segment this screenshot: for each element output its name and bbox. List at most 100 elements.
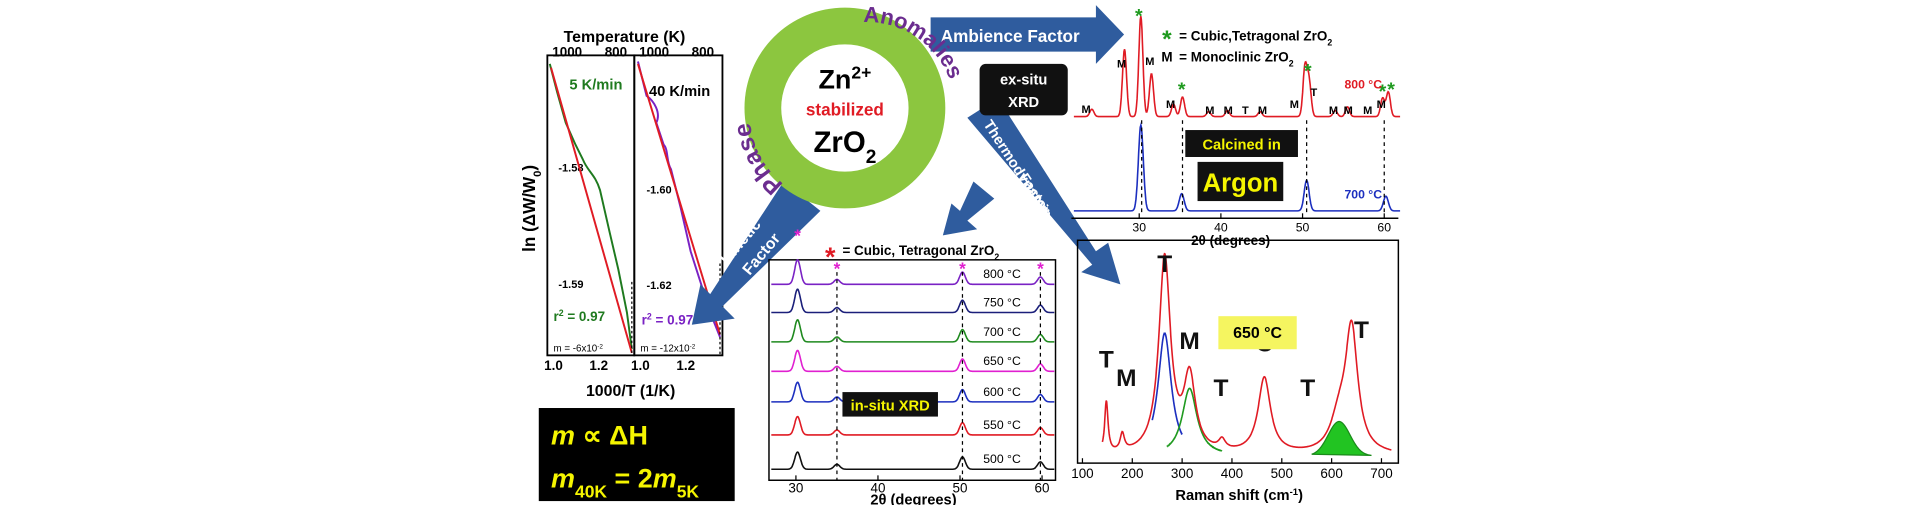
spectrum xyxy=(771,451,1055,471)
text-part: = 0.97 xyxy=(564,309,606,324)
label: 800 xyxy=(605,45,627,60)
relation-box xyxy=(538,408,735,502)
label: XRD xyxy=(1008,95,1039,111)
label: T xyxy=(1300,375,1315,402)
text-part: ) xyxy=(1298,488,1303,504)
label: 1.0 xyxy=(631,358,650,373)
label: -1.58 xyxy=(558,163,583,175)
label: 550 °C xyxy=(983,418,1021,432)
text-part: r xyxy=(553,309,559,324)
label: M xyxy=(1161,49,1172,64)
label: M xyxy=(1082,104,1091,116)
label: stabilized xyxy=(806,99,884,119)
text-part: r xyxy=(642,313,648,328)
label: ZrO2 xyxy=(813,126,876,167)
label: * xyxy=(1178,79,1186,101)
label: 50 xyxy=(953,481,968,496)
label: r2 = 0.97 xyxy=(642,312,694,328)
label: M xyxy=(1205,105,1214,117)
label: -1.59 xyxy=(558,279,583,291)
label: 400 xyxy=(1221,466,1243,481)
label: 800 °C xyxy=(1344,77,1382,91)
label: = Monoclinic ZrO2 xyxy=(1179,49,1294,68)
label: M xyxy=(1377,99,1386,111)
label: 800 xyxy=(692,45,714,60)
label: M xyxy=(1344,105,1353,117)
label: 600 xyxy=(1320,466,1342,481)
label: -1.60 xyxy=(647,185,672,197)
plot-frame xyxy=(1076,239,1400,464)
label: Zn2+ xyxy=(818,62,871,94)
text-part: 2 xyxy=(994,252,999,262)
label: 700 xyxy=(1370,466,1392,481)
label: Temperature (K) xyxy=(564,29,686,46)
label: 650 °C xyxy=(1233,325,1282,342)
spectrum xyxy=(1073,16,1401,118)
label: 750 °C xyxy=(983,295,1021,309)
label: 1.2 xyxy=(589,358,608,373)
label: 700 °C xyxy=(983,325,1021,339)
label: Argon xyxy=(1203,169,1279,197)
text-part: m xyxy=(551,464,575,494)
fit-line xyxy=(637,63,721,335)
component-fill xyxy=(1311,420,1372,456)
spectrum xyxy=(1073,122,1401,212)
label: T xyxy=(1214,375,1229,402)
text-part: 40K xyxy=(575,482,607,502)
label: M xyxy=(1290,99,1299,111)
label: T xyxy=(1354,317,1369,344)
text-part: -2 xyxy=(690,343,696,350)
text-part: Zn xyxy=(818,64,851,94)
arrow xyxy=(691,181,821,325)
label: T xyxy=(1242,105,1249,117)
spectrum xyxy=(771,258,1055,286)
spectrum xyxy=(771,349,1055,373)
spectrum xyxy=(771,318,1055,343)
label: T xyxy=(1157,251,1172,278)
label: M xyxy=(1117,59,1126,71)
label: M xyxy=(1179,328,1199,355)
text-part: 2+ xyxy=(851,62,871,82)
text-part: m xyxy=(653,464,677,494)
label: 500 °C xyxy=(983,452,1021,466)
label: M xyxy=(1363,105,1372,117)
label: * xyxy=(1379,81,1387,103)
label: -1.62 xyxy=(647,280,672,292)
arrow xyxy=(930,5,1125,64)
label: * xyxy=(1387,79,1395,101)
label: * xyxy=(1135,5,1143,27)
label: * xyxy=(794,225,801,245)
plot-frame xyxy=(633,54,724,357)
label: 1000 xyxy=(552,45,582,60)
label: * xyxy=(1162,26,1172,53)
label: = Cubic,Tetragonal ZrO2 xyxy=(1179,29,1332,48)
label: 700 °C xyxy=(1344,188,1382,202)
label: 40 K/min xyxy=(649,84,710,100)
label: T xyxy=(1099,347,1114,374)
text-part: m = -12x10 xyxy=(640,344,690,355)
ring-inner xyxy=(781,44,909,172)
label: 300 xyxy=(1171,466,1193,481)
text-part: = Monoclinic ZrO xyxy=(1179,49,1289,64)
text-part: ZrO xyxy=(813,126,865,159)
label: m ∝ ΔH xyxy=(551,421,648,451)
label: 500 xyxy=(1271,466,1293,481)
text-part: 2 xyxy=(866,147,877,168)
spectrum xyxy=(771,415,1055,436)
label: 650 °C xyxy=(983,354,1021,368)
arrow xyxy=(967,98,1121,285)
label: Raman shift (cm-1) xyxy=(1175,486,1303,504)
label: M xyxy=(1329,105,1338,117)
arrow xyxy=(942,181,995,236)
label: 60 xyxy=(1377,221,1391,235)
text-part: ) xyxy=(519,165,539,171)
label: m = -6x10-2 xyxy=(553,343,603,355)
label: * xyxy=(1304,60,1312,82)
label: ln (ΔW/W0) xyxy=(519,165,544,252)
label: * xyxy=(834,259,841,279)
label: 30 xyxy=(788,481,803,496)
spectrum xyxy=(771,288,1055,314)
text-part: 2 xyxy=(1327,38,1332,48)
label: 2θ (degrees) xyxy=(870,493,956,505)
